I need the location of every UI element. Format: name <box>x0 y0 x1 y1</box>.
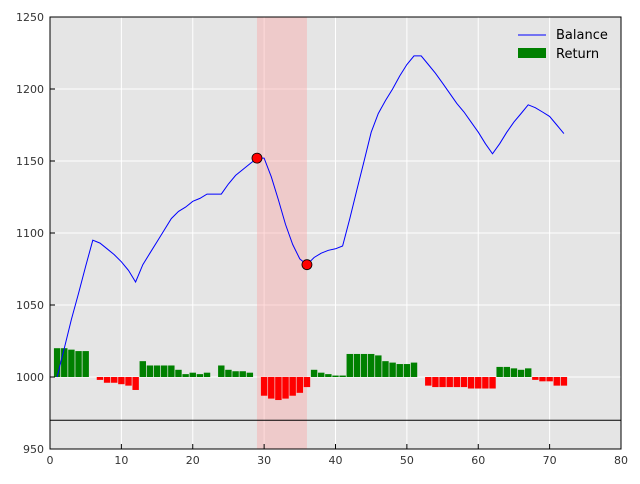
return-bar <box>560 377 568 386</box>
return-bar <box>439 377 446 388</box>
y-tick-label: 1200 <box>16 83 44 96</box>
return-bar <box>175 369 182 377</box>
return-bar <box>139 361 146 377</box>
x-tick-label: 80 <box>614 454 628 467</box>
return-bar <box>61 348 68 377</box>
return-bar <box>339 375 346 377</box>
return-bar <box>432 377 439 388</box>
legend-balance-label: Balance <box>556 28 608 43</box>
return-bar <box>296 377 304 393</box>
return-bar <box>332 375 339 377</box>
x-tick-label: 0 <box>47 454 54 467</box>
return-bar <box>189 372 196 377</box>
return-bar <box>553 377 560 386</box>
return-bar <box>196 374 204 377</box>
return-bar <box>503 366 511 377</box>
return-bar <box>246 372 254 377</box>
return-bar <box>232 371 239 377</box>
legend-return-label: Return <box>556 47 599 62</box>
return-bar <box>482 377 489 389</box>
return-bar <box>453 377 461 388</box>
return-bar <box>96 377 104 380</box>
return-bar <box>375 355 382 377</box>
extreme-marker <box>251 152 263 164</box>
return-bar <box>268 377 275 399</box>
return-bar <box>539 377 546 382</box>
return-bar <box>132 377 139 390</box>
return-bar <box>303 377 311 388</box>
return-bar <box>389 362 396 377</box>
y-tick-label: 1050 <box>16 299 44 312</box>
y-tick-label: 1000 <box>16 371 44 384</box>
return-bar <box>239 371 246 377</box>
return-bar <box>467 377 475 389</box>
return-bar <box>68 349 75 377</box>
x-tick-label: 10 <box>114 454 128 467</box>
return-bar <box>532 377 539 380</box>
legend: Balance Return <box>518 28 608 62</box>
return-bar <box>75 351 82 377</box>
return-bar <box>111 377 118 383</box>
return-bar <box>510 368 518 377</box>
x-tick-label: 60 <box>471 454 485 467</box>
return-bar <box>318 372 325 377</box>
x-tick-label: 70 <box>543 454 557 467</box>
x-tick-label: 40 <box>329 454 343 467</box>
return-bar <box>325 374 332 377</box>
return-bar <box>460 377 468 388</box>
return-bar <box>289 377 296 396</box>
legend-return-swatch <box>518 48 546 58</box>
return-bar <box>346 353 353 377</box>
return-bar <box>310 369 318 377</box>
return-bar <box>146 365 154 377</box>
return-bar <box>396 364 403 377</box>
return-bar <box>546 377 553 382</box>
return-bar <box>275 377 282 401</box>
return-bar <box>103 377 111 383</box>
y-tick-label: 1250 <box>16 11 44 24</box>
y-tick-label: 950 <box>23 443 44 456</box>
return-bar <box>218 365 225 377</box>
return-bar <box>517 369 525 377</box>
return-bar <box>425 377 432 386</box>
return-bar <box>118 377 125 385</box>
return-bar <box>153 365 161 377</box>
x-tick-label: 50 <box>400 454 414 467</box>
return-bar <box>360 353 368 377</box>
x-tick-label: 30 <box>257 454 271 467</box>
return-bar <box>160 365 168 377</box>
y-tick-label: 1100 <box>16 227 44 240</box>
return-bar <box>475 377 482 389</box>
return-bar <box>282 377 289 399</box>
return-bar <box>53 348 61 377</box>
x-tick-label: 20 <box>186 454 200 467</box>
return-bar <box>168 365 175 377</box>
return-bar <box>525 368 532 377</box>
return-bar <box>125 377 132 386</box>
return-bar <box>382 361 389 377</box>
y-tick-label: 1150 <box>16 155 44 168</box>
return-bar <box>367 353 375 377</box>
return-bar <box>403 364 411 377</box>
return-bar <box>496 366 503 377</box>
return-bar <box>446 377 453 388</box>
return-bar <box>203 372 211 377</box>
return-bar <box>225 369 232 377</box>
return-bar <box>182 374 189 377</box>
return-bar <box>410 362 418 377</box>
return-bar <box>82 351 89 377</box>
return-bar <box>260 377 268 396</box>
return-bar <box>353 353 361 377</box>
extreme-marker <box>301 259 313 271</box>
return-bar <box>489 377 496 389</box>
